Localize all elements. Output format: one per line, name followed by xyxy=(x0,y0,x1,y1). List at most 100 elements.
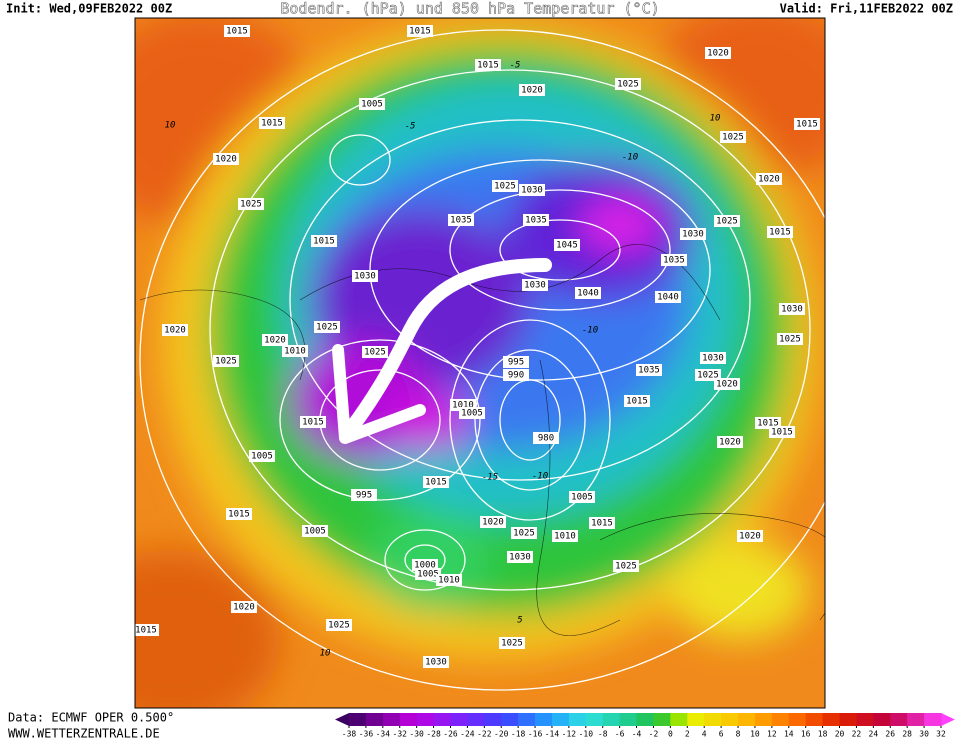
isobar-label-box xyxy=(135,624,159,636)
isobar-label: 1020 xyxy=(231,601,257,613)
isobar-label-box xyxy=(480,516,506,528)
colorbar-bin xyxy=(399,713,418,726)
isobar-label-box xyxy=(613,560,639,572)
isobar-label: 1015 xyxy=(224,25,250,37)
init-time: Init: Wed,09FEB2022 00Z xyxy=(6,2,172,16)
isobar-label-box xyxy=(448,214,474,226)
isobar-label-box xyxy=(533,432,559,444)
colorbar-bin xyxy=(585,713,604,726)
isobar-label-text: 1020 xyxy=(739,532,761,542)
colorbar-tick-label: -32 xyxy=(393,730,408,739)
colorbar-end-low xyxy=(335,713,349,726)
isobar-label-box xyxy=(794,118,820,130)
isobar-label-text: 1030 xyxy=(509,553,531,563)
isobar-label-text: 1010 xyxy=(438,576,460,586)
isobar-label: 1015 xyxy=(135,624,159,636)
isobar-label-text: 1015 xyxy=(771,428,793,438)
isobar-label: 1030 xyxy=(680,228,706,240)
colorbar-tick-label: 22 xyxy=(852,730,862,739)
annotation-arrow-head xyxy=(332,344,426,444)
colorbar-tick-label: -12 xyxy=(562,730,577,739)
colorbar-tick-label: 30 xyxy=(919,730,929,739)
isobar-label-box xyxy=(769,426,795,438)
colorbar-tick-label: -36 xyxy=(359,730,374,739)
isobar-label-text: 1020 xyxy=(758,175,780,185)
isobar-label: 1040 xyxy=(575,287,601,299)
isobar-label-text: 1025 xyxy=(779,335,801,345)
colorbar-tick-label: 14 xyxy=(784,730,794,739)
colorbar-bin xyxy=(738,713,756,726)
colorbar-tick-label: -38 xyxy=(342,730,357,739)
isobar-label-box xyxy=(714,378,740,390)
isobar-label-box xyxy=(213,355,239,367)
isobar-label-text: 1035 xyxy=(663,256,685,266)
isobar-label: 1025 xyxy=(492,180,518,192)
isobar-label: 1035 xyxy=(661,254,687,266)
isobar-label-box xyxy=(503,356,529,368)
isobar-label-box xyxy=(779,303,805,315)
isobar-label-box xyxy=(231,601,257,613)
temperature-label: 5 xyxy=(517,616,522,626)
colorbar-tick-label: -20 xyxy=(494,730,509,739)
isobar-label-text: 1005 xyxy=(304,527,326,537)
colorbar-tick-label: -8 xyxy=(598,730,608,739)
isobar-label: 1015 xyxy=(769,426,795,438)
colorbar-bin xyxy=(924,713,942,726)
isobar-label: 995 xyxy=(503,356,529,368)
isobar-label-box xyxy=(226,508,252,520)
colorbar-bin xyxy=(890,713,908,726)
isobar-label: 1040 xyxy=(655,291,681,303)
isobar-label-text: 1045 xyxy=(556,241,578,251)
isobar-label-box xyxy=(436,574,462,586)
isobar-label-text: 1025 xyxy=(697,371,719,381)
isobar-label-text: 1015 xyxy=(769,228,791,238)
colorbar-bin xyxy=(467,713,485,726)
colorbar-bin xyxy=(873,713,891,726)
isobar-label: 1020 xyxy=(717,436,743,448)
isobar-label-text: 1030 xyxy=(524,281,546,291)
isobar-label: 1045 xyxy=(554,239,580,251)
isobar-label-text: 1030 xyxy=(781,305,803,315)
isobar-label-text: 1015 xyxy=(313,237,335,247)
isobar-label-text: 1030 xyxy=(682,230,704,240)
isobar-label: 1020 xyxy=(705,47,731,59)
isobar-label-text: 1030 xyxy=(425,658,447,668)
isobar-label-text: 1025 xyxy=(722,133,744,143)
isobar-label-text: 1020 xyxy=(482,518,504,528)
isobar-label: 1025 xyxy=(314,321,340,333)
isobar-label-box xyxy=(700,352,726,364)
isobar-label: 1015 xyxy=(794,118,820,130)
colorbar-tick-label: 8 xyxy=(736,730,741,739)
isobar-label-box xyxy=(499,637,525,649)
isobar-label-box xyxy=(213,153,239,165)
isobar-label: 1030 xyxy=(522,279,548,291)
isobar-label-text: 1025 xyxy=(615,562,637,572)
isobar-label-text: 1020 xyxy=(264,336,286,346)
isobar-label: 1015 xyxy=(226,508,252,520)
isobar-label: 1015 xyxy=(311,235,337,247)
colorbar-bin xyxy=(636,713,654,726)
isobar-label-box xyxy=(224,25,250,37)
isobar-label-text: 1010 xyxy=(284,347,306,357)
colorbar-bin xyxy=(721,713,739,726)
isobar-label-box xyxy=(717,436,743,448)
isobar-label-box xyxy=(624,395,650,407)
isobar-label: 1005 xyxy=(415,568,441,580)
isobar-label: 1035 xyxy=(448,214,474,226)
colorbar-tick-label: -24 xyxy=(460,730,475,739)
isobar-label: 1025 xyxy=(326,619,352,631)
isobar-label-box xyxy=(554,239,580,251)
temperature-label: -5 xyxy=(405,122,416,132)
isobar-label-text: 1020 xyxy=(707,49,729,59)
colorbar-bin xyxy=(602,713,621,726)
isobar-label-text: 1025 xyxy=(617,80,639,90)
isobar-label: 1005 xyxy=(359,98,385,110)
isobar-label: 1005 xyxy=(569,491,595,503)
isobar-label-text: 995 xyxy=(508,358,524,368)
isobar-label-box xyxy=(636,364,662,376)
colorbar-tick-label: -26 xyxy=(443,730,458,739)
isobar-label-box xyxy=(519,184,545,196)
isobar-label: 1030 xyxy=(779,303,805,315)
